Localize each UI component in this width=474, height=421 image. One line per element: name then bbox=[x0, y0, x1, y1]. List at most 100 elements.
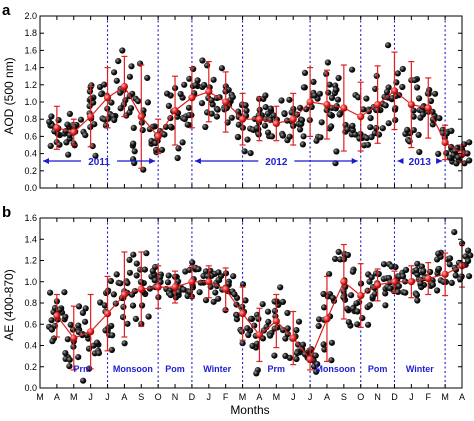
daily-point bbox=[277, 284, 284, 291]
x-tick-label: F bbox=[425, 392, 431, 402]
daily-point bbox=[327, 111, 334, 118]
daily-point bbox=[244, 136, 251, 143]
daily-point bbox=[366, 302, 373, 309]
mean-point bbox=[289, 115, 297, 123]
daily-point bbox=[436, 115, 443, 122]
daily-point bbox=[403, 266, 410, 273]
daily-point bbox=[416, 95, 423, 102]
daily-point bbox=[149, 267, 156, 275]
daily-point bbox=[133, 272, 140, 279]
daily-point bbox=[335, 74, 342, 82]
mean-point bbox=[205, 88, 213, 96]
daily-point bbox=[448, 279, 455, 286]
daily-point bbox=[262, 92, 269, 99]
panel-b-error-bars bbox=[53, 243, 465, 371]
daily-point bbox=[315, 322, 322, 330]
x-tick-label: J bbox=[308, 392, 313, 402]
daily-point bbox=[66, 363, 73, 370]
daily-point bbox=[281, 110, 288, 118]
daily-point bbox=[234, 133, 241, 141]
x-tick-label: A bbox=[324, 392, 330, 402]
daily-point bbox=[137, 60, 144, 67]
x-tick-label: D bbox=[391, 392, 398, 402]
daily-point bbox=[394, 70, 401, 77]
daily-point bbox=[321, 304, 328, 311]
daily-point bbox=[247, 150, 254, 157]
daily-point bbox=[124, 320, 131, 327]
daily-point bbox=[167, 292, 174, 299]
daily-point bbox=[66, 356, 73, 363]
daily-point bbox=[282, 352, 289, 359]
daily-point bbox=[466, 273, 473, 280]
daily-point bbox=[466, 139, 473, 146]
daily-point bbox=[180, 286, 187, 293]
daily-point bbox=[175, 288, 182, 296]
x-tick-label: M bbox=[273, 392, 281, 402]
daily-point bbox=[164, 279, 172, 286]
mean-point bbox=[255, 331, 264, 339]
year-arrow-left bbox=[43, 158, 49, 164]
daily-point bbox=[313, 137, 320, 144]
year-arrow-left bbox=[397, 158, 404, 164]
daily-point bbox=[56, 306, 63, 313]
daily-point bbox=[300, 84, 307, 91]
daily-point bbox=[350, 305, 357, 312]
daily-point bbox=[249, 342, 256, 349]
daily-point bbox=[152, 277, 159, 284]
daily-point bbox=[179, 139, 186, 146]
x-tick-label: A bbox=[256, 392, 262, 402]
daily-point bbox=[199, 57, 206, 64]
daily-point bbox=[325, 89, 332, 96]
season-label: Monsoon bbox=[315, 364, 355, 374]
daily-point bbox=[316, 90, 323, 97]
daily-point bbox=[228, 114, 235, 121]
daily-point bbox=[297, 126, 304, 133]
daily-point bbox=[415, 131, 422, 138]
daily-point bbox=[242, 297, 249, 304]
daily-point bbox=[48, 317, 55, 324]
daily-point bbox=[243, 107, 250, 114]
daily-point bbox=[67, 321, 74, 328]
daily-point bbox=[267, 332, 274, 339]
daily-point bbox=[111, 116, 118, 124]
daily-point bbox=[271, 307, 278, 314]
mean-point bbox=[222, 285, 230, 293]
x-tick-label: J bbox=[207, 392, 212, 402]
daily-point bbox=[235, 108, 242, 115]
daily-point bbox=[119, 314, 127, 321]
daily-point bbox=[395, 283, 402, 290]
daily-point bbox=[162, 123, 170, 130]
daily-point bbox=[97, 299, 104, 306]
daily-point bbox=[109, 332, 116, 339]
mean-point bbox=[441, 270, 449, 278]
daily-point bbox=[413, 266, 420, 273]
mean-point bbox=[120, 82, 128, 91]
daily-point bbox=[189, 259, 196, 266]
daily-point bbox=[353, 300, 360, 307]
daily-point bbox=[174, 154, 181, 162]
daily-point bbox=[62, 313, 69, 320]
daily-point bbox=[113, 77, 120, 84]
daily-point bbox=[177, 90, 184, 98]
mean-point bbox=[53, 312, 61, 320]
daily-point bbox=[259, 301, 266, 308]
x-tick-label: M bbox=[70, 392, 78, 402]
daily-point bbox=[238, 328, 245, 335]
mean-point bbox=[171, 107, 179, 115]
daily-point bbox=[77, 116, 85, 123]
daily-point bbox=[95, 350, 102, 357]
year-arrow-left bbox=[194, 158, 201, 164]
mean-point bbox=[188, 278, 196, 286]
daily-point bbox=[464, 150, 471, 157]
daily-point bbox=[101, 302, 108, 309]
daily-point bbox=[181, 116, 188, 123]
x-tick-label: N bbox=[172, 392, 179, 402]
daily-point bbox=[467, 252, 474, 259]
panel-a-ylabel: AOD (500 nm) bbox=[2, 57, 16, 134]
daily-point bbox=[414, 260, 421, 267]
daily-point bbox=[64, 336, 71, 343]
mean-point bbox=[238, 310, 247, 318]
daily-point bbox=[366, 278, 373, 285]
mean-point bbox=[357, 113, 365, 121]
mean-point bbox=[441, 138, 449, 147]
